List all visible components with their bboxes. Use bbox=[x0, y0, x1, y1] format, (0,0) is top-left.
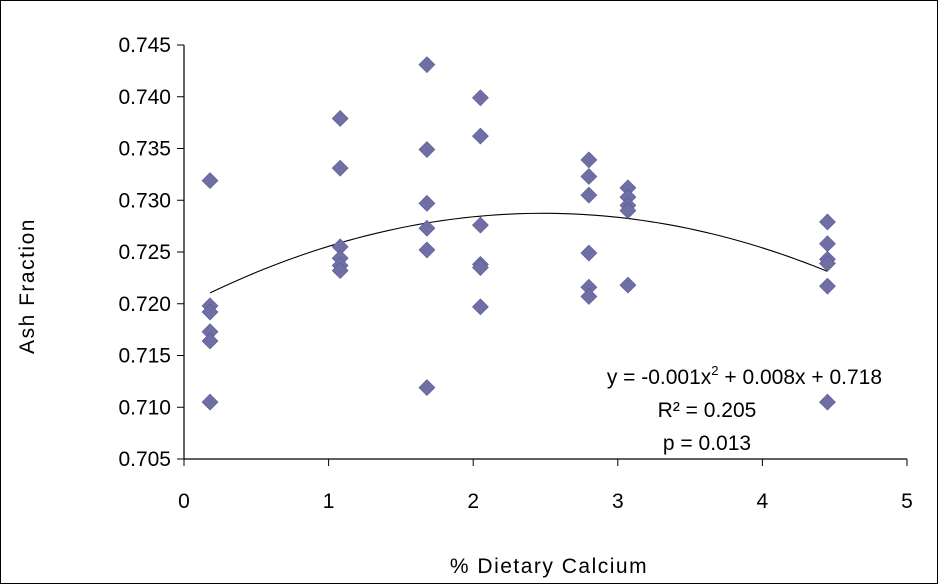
trendline bbox=[209, 212, 828, 294]
data-point bbox=[472, 216, 489, 234]
data-point bbox=[418, 194, 436, 212]
y-tick-label: 0.720 bbox=[118, 293, 171, 316]
y-tick-label: 0.735 bbox=[118, 138, 171, 161]
data-point bbox=[472, 259, 489, 276]
y-tick-label: 0.740 bbox=[118, 86, 171, 109]
data-point bbox=[819, 213, 836, 231]
trendline-equation: y = -0.001x2 + 0.008x + 0.718 bbox=[607, 363, 882, 389]
y-tick-label: 0.730 bbox=[118, 189, 171, 212]
y-tick-label: 0.710 bbox=[118, 396, 171, 419]
data-point bbox=[201, 332, 219, 350]
x-tick-label: 2 bbox=[467, 490, 479, 513]
y-tick-label: 0.725 bbox=[118, 241, 171, 264]
data-point bbox=[418, 379, 436, 397]
data-point bbox=[580, 168, 598, 185]
data-point bbox=[418, 56, 436, 74]
data-point bbox=[201, 172, 219, 190]
data-point bbox=[619, 276, 637, 294]
x-tick-label: 1 bbox=[323, 490, 335, 513]
data-point bbox=[418, 241, 436, 259]
data-point bbox=[580, 151, 598, 169]
data-point bbox=[201, 303, 219, 321]
equation-suffix: + 0.008x + 0.718 bbox=[719, 366, 882, 389]
equation-prefix: y = -0.001x bbox=[607, 366, 712, 389]
data-point bbox=[331, 262, 349, 280]
data-point bbox=[201, 393, 219, 411]
data-point bbox=[819, 254, 836, 272]
data-point bbox=[418, 219, 436, 237]
equation-exponent: 2 bbox=[711, 363, 718, 378]
data-point bbox=[619, 202, 637, 220]
p-value-label: p = 0.013 bbox=[663, 432, 751, 455]
data-point bbox=[472, 298, 489, 316]
data-point bbox=[472, 89, 489, 107]
data-point bbox=[418, 141, 436, 158]
r-squared-label: R² = 0.205 bbox=[658, 399, 757, 422]
data-point bbox=[580, 244, 598, 262]
y-tick-label: 0.705 bbox=[118, 448, 171, 471]
x-tick-label: 5 bbox=[901, 490, 913, 513]
data-point bbox=[819, 393, 836, 411]
data-point bbox=[580, 288, 598, 305]
data-point bbox=[472, 127, 489, 145]
y-tick-label: 0.745 bbox=[118, 34, 171, 57]
data-point bbox=[331, 159, 349, 177]
x-axis-title: % Dietary Calcium bbox=[450, 555, 648, 578]
data-point bbox=[580, 186, 598, 204]
y-tick-label: 0.715 bbox=[118, 345, 171, 368]
y-axis-title: Ash Fraction bbox=[16, 218, 39, 354]
x-tick-label: 3 bbox=[612, 490, 624, 513]
data-point bbox=[819, 277, 836, 295]
data-point bbox=[819, 235, 836, 253]
x-tick-label: 0 bbox=[178, 490, 190, 513]
x-tick-label: 4 bbox=[757, 490, 769, 513]
data-point bbox=[331, 110, 349, 127]
